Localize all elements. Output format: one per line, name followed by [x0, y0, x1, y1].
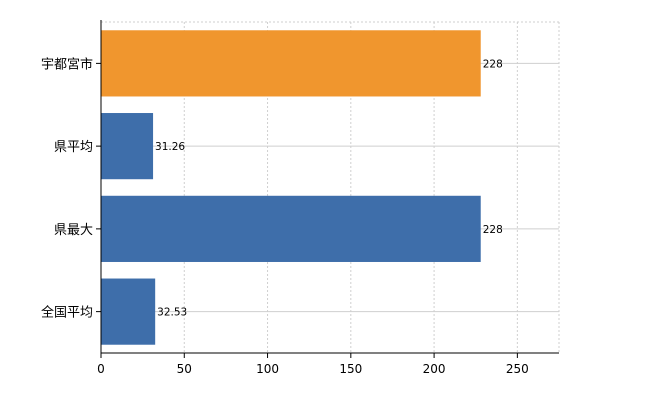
x-tick-label: 50	[177, 362, 192, 376]
bar	[101, 30, 481, 97]
bar	[101, 278, 156, 345]
category-label: 県平均	[54, 140, 93, 155]
axes	[96, 20, 559, 358]
data-label: 32.53	[157, 307, 187, 319]
data-label: 31.26	[155, 141, 185, 153]
data-label: 228	[483, 224, 503, 236]
category-label: 県最大	[54, 223, 93, 238]
category-label: 宇都宮市	[41, 56, 93, 72]
labels: 228 宇都宮市 31.26 県平均 228 県最大 32.53 全国平均 0 50 100 150 2…	[41, 56, 529, 376]
bar	[101, 195, 481, 262]
x-tick-label: 100	[256, 362, 279, 376]
bars	[101, 30, 481, 345]
x-tick-label: 0	[97, 362, 105, 376]
x-tick-label: 200	[423, 362, 446, 376]
bar	[101, 113, 154, 180]
x-tick-label: 250	[506, 362, 529, 376]
data-label: 228	[483, 58, 503, 70]
category-label: 全国平均	[41, 305, 93, 321]
x-tick-label: 150	[339, 362, 362, 376]
